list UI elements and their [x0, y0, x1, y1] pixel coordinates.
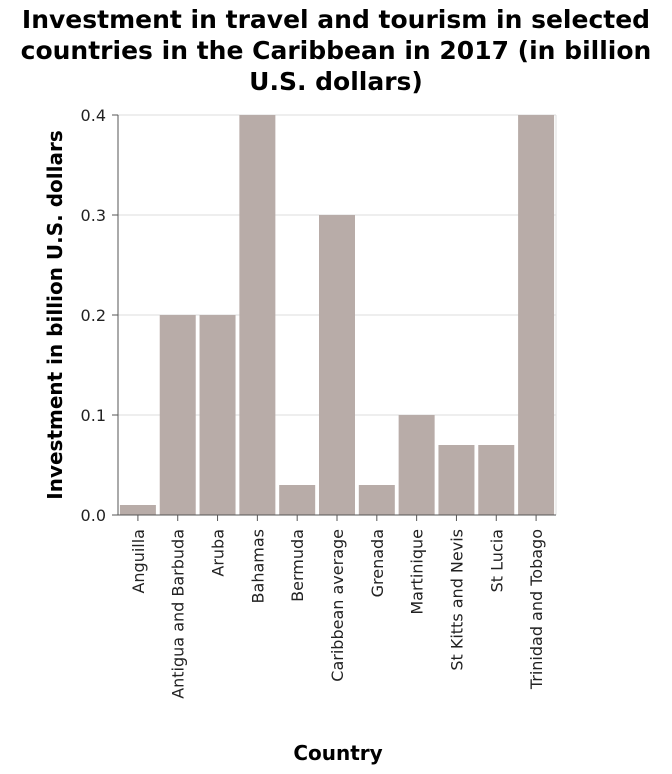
y-tick-label: 0.3	[81, 206, 106, 225]
x-tick-label: Grenada	[368, 529, 387, 597]
x-tick-label: Bahamas	[248, 529, 267, 603]
axes	[112, 114, 556, 521]
x-tick-label: Antigua and Barbuda	[169, 529, 188, 699]
x-axis-title: Country	[293, 741, 382, 765]
x-tick-label: Martinique	[408, 529, 427, 615]
y-tick-label: 0.0	[81, 506, 106, 525]
bar	[438, 445, 475, 515]
x-tick-label: St Lucia	[487, 529, 506, 592]
bar	[358, 485, 395, 515]
bar	[239, 115, 276, 515]
bar	[518, 115, 555, 515]
x-tick-label: Caribbean average	[328, 529, 347, 682]
x-tick-label: Aruba	[209, 529, 228, 577]
x-tick-label: St Kitts and Nevis	[447, 529, 466, 671]
bars	[119, 115, 555, 515]
bar	[199, 315, 236, 515]
bar	[119, 505, 156, 515]
bar	[279, 485, 316, 515]
bar	[478, 445, 515, 515]
y-tick-labels: 0.0 0.1 0.2 0.3 0.4	[81, 106, 106, 525]
bar	[398, 415, 435, 515]
chart-title: Investment in travel and tourism in sele…	[0, 4, 672, 97]
y-tick-label: 0.4	[81, 106, 106, 125]
x-tick-label: Anguilla	[129, 529, 148, 594]
bar	[159, 315, 196, 515]
y-tick-label: 0.1	[81, 406, 106, 425]
y-tick-label: 0.2	[81, 306, 106, 325]
bar	[319, 215, 355, 515]
x-tick-label: Bermuda	[288, 529, 307, 602]
y-axis-title: Investment in billion U.S. dollars	[43, 130, 67, 499]
chart-title-line-3: U.S. dollars)	[249, 67, 423, 96]
chart-title-line-2: countries in the Caribbean in 2017 (in b…	[20, 36, 652, 65]
x-tick-label: Trinidad and Tobago	[527, 529, 546, 690]
x-tick-labels: Anguilla Antigua and Barbuda Aruba Bahamas B…	[129, 529, 546, 699]
chart-title-line-1: Investment in travel and tourism in sele…	[21, 5, 651, 34]
